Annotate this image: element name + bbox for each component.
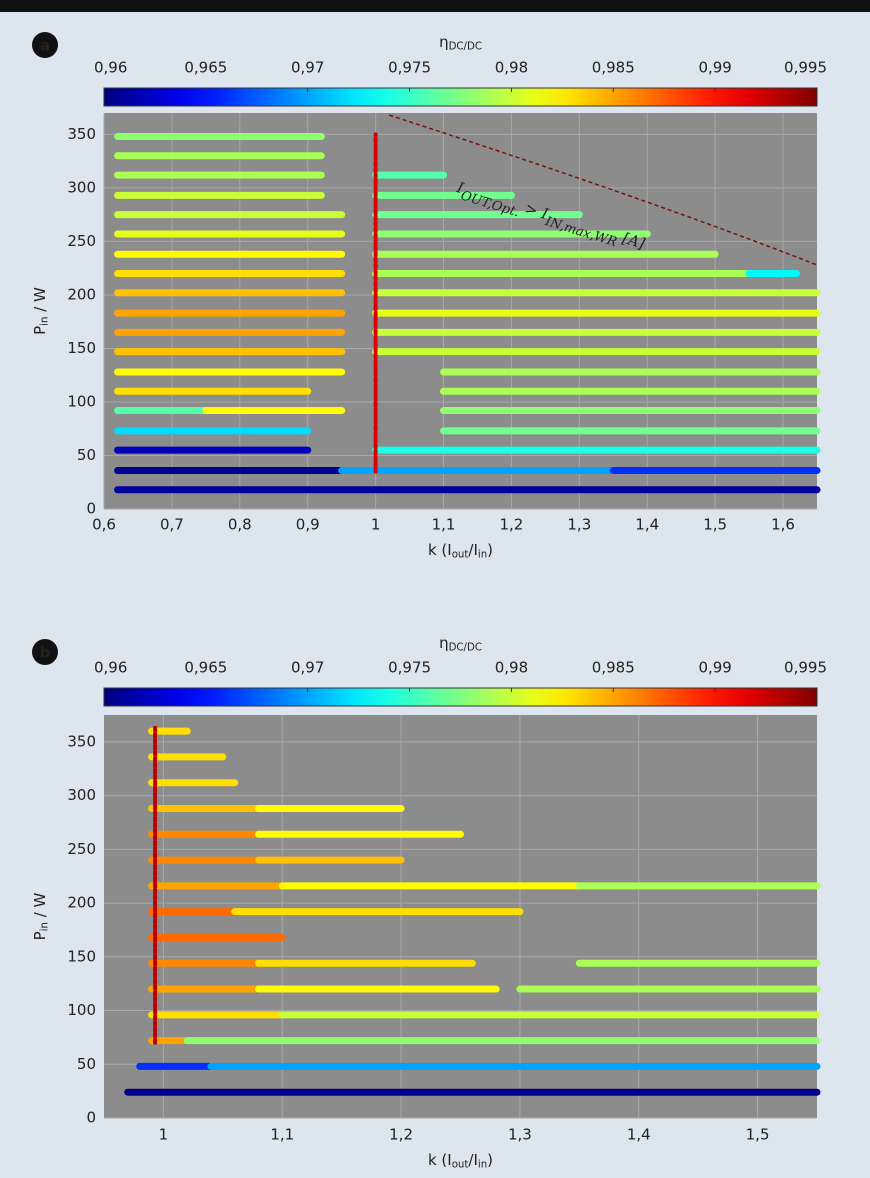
colorbar-title: ηDC/DC [439, 634, 482, 654]
x-tick-label: 0,8 [228, 516, 252, 534]
x-tick-label: 1,4 [635, 516, 659, 534]
x-axis-label-part: in [478, 550, 487, 561]
y-tick-label: 300 [67, 178, 96, 196]
colorbar-tick-label: 0,965 [184, 659, 227, 677]
colorbar-title-part: η [439, 33, 449, 51]
y-tick-label: 100 [67, 1001, 96, 1019]
x-tick-label: 1,2 [499, 516, 523, 534]
y-tick-label: 150 [67, 947, 96, 965]
x-axis-label: k (Iout/Iin) [428, 541, 493, 561]
y-axis-label: Pin / W [31, 892, 51, 940]
y-axis-label-part: / W [31, 892, 49, 922]
y-tick-label: 50 [77, 446, 96, 464]
y-tick-label: 50 [77, 1055, 96, 1073]
x-tick-label: 1,4 [627, 1126, 651, 1144]
y-tick-label: 250 [67, 232, 96, 250]
x-axis-label-part: /I [468, 541, 477, 559]
y-axis-label-part: P [31, 931, 49, 940]
panel-badge [32, 639, 58, 665]
y-axis-label: Pin / W [31, 287, 51, 335]
colorbar-tick-label: 0,97 [291, 659, 324, 677]
panel-label: a [40, 37, 50, 55]
colorbar-tick-label: 0,965 [184, 59, 227, 77]
y-tick-label: 0 [86, 1109, 96, 1127]
x-axis-label-part: k (I [428, 1151, 452, 1169]
x-axis-label-part: out [452, 550, 469, 561]
panel-label: b [40, 644, 51, 662]
y-tick-label: 350 [67, 732, 96, 750]
x-axis-label-part: ) [487, 1151, 493, 1169]
panel-badge [32, 32, 58, 58]
y-tick-label: 300 [67, 786, 96, 804]
y-tick-label: 150 [67, 339, 96, 357]
y-tick-label: 100 [67, 392, 96, 410]
x-tick-label: 1,6 [771, 516, 795, 534]
colorbar-tick-label: 0,99 [698, 59, 731, 77]
x-tick-label: 1,1 [432, 516, 456, 534]
x-tick-label: 1,1 [270, 1126, 294, 1144]
colorbar-tick-label: 0,98 [495, 59, 528, 77]
colorbar-tick-label: 0,975 [388, 59, 431, 77]
colorbar-title-part: DC/DC [449, 643, 482, 654]
y-tick-label: 200 [67, 285, 96, 303]
y-axis-label-part: P [31, 326, 49, 335]
y-tick-label: 200 [67, 894, 96, 912]
x-tick-label: 1 [159, 1126, 169, 1144]
x-tick-label: 1,3 [508, 1126, 532, 1144]
colorbar-tick-label: 0,96 [94, 59, 127, 77]
x-tick-label: 0,6 [92, 516, 116, 534]
colorbar [103, 687, 818, 707]
colorbar-title-part: η [439, 634, 449, 652]
colorbar-title: ηDC/DC [439, 33, 482, 53]
x-tick-label: 1,3 [567, 516, 591, 534]
y-tick-label: 350 [67, 125, 96, 143]
x-axis-label-part: in [478, 1160, 487, 1171]
colorbar [103, 87, 818, 107]
x-axis-label-part: /I [468, 1151, 477, 1169]
y-tick-label: 0 [86, 500, 96, 518]
limit-curve [388, 114, 818, 266]
x-tick-label: 1,5 [746, 1126, 770, 1144]
colorbar-tick-label: 0,975 [388, 659, 431, 677]
colorbar-tick-label: 0,985 [592, 659, 635, 677]
x-axis-label: k (Iout/Iin) [428, 1151, 493, 1171]
colorbar-tick-label: 0,995 [784, 659, 827, 677]
colorbar-tick-label: 0,97 [291, 59, 324, 77]
top-bar [0, 0, 870, 12]
y-axis-label-part: in [40, 922, 51, 931]
x-tick-label: 0,9 [296, 516, 320, 534]
colorbar-tick-label: 0,99 [698, 659, 731, 677]
y-axis-label-part: / W [31, 287, 49, 317]
y-tick-label: 250 [67, 840, 96, 858]
x-tick-label: 1 [371, 516, 381, 534]
y-axis-label-part: in [40, 317, 51, 326]
x-axis-label-part: ) [487, 541, 493, 559]
colorbar-tick-label: 0,98 [495, 659, 528, 677]
colorbar-tick-label: 0,995 [784, 59, 827, 77]
x-tick-label: 1,5 [703, 516, 727, 534]
colorbar-tick-label: 0,985 [592, 59, 635, 77]
x-tick-label: 1,2 [389, 1126, 413, 1144]
colorbar-title-part: DC/DC [449, 42, 482, 53]
x-axis-label-part: out [452, 1160, 469, 1171]
plot-area [104, 715, 817, 1118]
colorbar-tick-label: 0,96 [94, 659, 127, 677]
x-axis-label-part: k (I [428, 541, 452, 559]
x-tick-label: 0,7 [160, 516, 184, 534]
